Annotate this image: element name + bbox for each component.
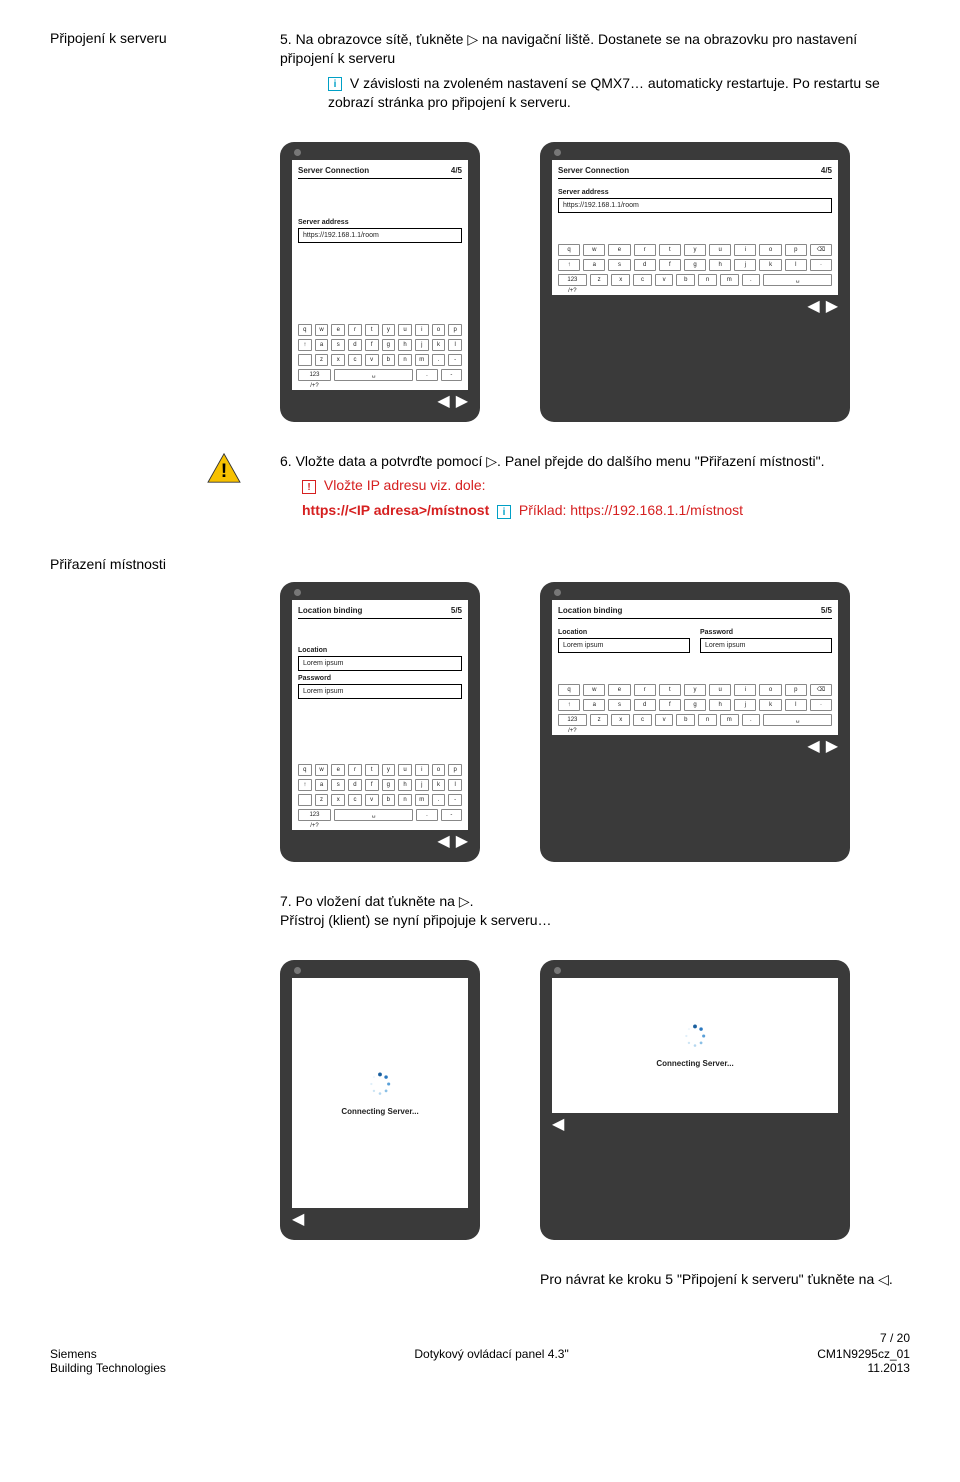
screen-step: 5/5 <box>451 606 462 615</box>
device-led-icon <box>554 967 561 974</box>
nav-prev-icon[interactable]: ◀ <box>807 739 819 755</box>
step6-warn: ! Vložte IP adresu viz. dole: <box>280 476 910 495</box>
warning-icon: ! <box>206 452 242 484</box>
step6-text: 6. Vložte data a potvrďte pomocí ▷. Pane… <box>280 452 910 471</box>
footer-right-1: CM1N9295cz_01 <box>817 1347 910 1361</box>
nav-next-icon[interactable]: ▶ <box>826 739 838 755</box>
nav-prev-icon[interactable]: ◀ <box>437 394 449 410</box>
nav-prev-icon[interactable]: ◀ <box>437 834 449 850</box>
on-screen-keyboard[interactable]: qwertyuiop⌫ ↑asdfghjkl· 123/+?zxcvbnm.␣ <box>558 238 832 289</box>
device-mock-portrait-1: Server Connection 4/5 Server address htt… <box>280 142 480 422</box>
screen-step: 4/5 <box>821 166 832 175</box>
device-led-icon <box>294 589 301 596</box>
step6-url: https://<IP adresa>/místnost <box>302 502 489 518</box>
field-label: Location <box>298 647 462 654</box>
field-label: Location <box>558 629 690 636</box>
footer-left-1: Siemens <box>50 1347 166 1361</box>
on-screen-keyboard[interactable]: qwertyuiop⌫ ↑asdfghjkl· 123/+?zxcvbnm.␣ <box>558 678 832 729</box>
step5-text: 5. Na obrazovce sítě, ťukněte ▷ na navig… <box>280 30 910 68</box>
info-icon: i <box>328 77 342 91</box>
nav-prev-icon[interactable]: ◀ <box>552 1117 564 1133</box>
device-mock-portrait-2: Location binding 5/5 Location Lorem ipsu… <box>280 582 480 862</box>
field-label: Server address <box>558 189 832 196</box>
step5-info: i V závislosti na zvoleném nastavení se … <box>280 74 910 112</box>
spinner-icon <box>367 1071 393 1097</box>
footer-left-2: Building Technologies <box>50 1361 166 1375</box>
footer-center: Dotykový ovládací panel 4.3" <box>414 1347 568 1375</box>
server-address-input[interactable]: https://192.168.1.1/room <box>558 198 832 213</box>
nav-next-icon[interactable]: ▶ <box>456 394 468 410</box>
password-input[interactable]: Lorem ipsum <box>298 684 462 699</box>
connecting-text: Connecting Server... <box>341 1107 418 1116</box>
password-input[interactable]: Lorem ipsum <box>700 638 832 653</box>
page-number: 7 / 20 <box>0 1331 960 1345</box>
step5-info-text: V závislosti na zvoleném nastavení se QM… <box>328 75 880 110</box>
screen-step: 4/5 <box>451 166 462 175</box>
device-led-icon <box>294 149 301 156</box>
screen-step: 5/5 <box>821 606 832 615</box>
step6-warn-text: Vložte IP adresu viz. dole: <box>324 477 486 493</box>
warn-icon-small: ! <box>302 480 316 494</box>
location-input[interactable]: Lorem ipsum <box>298 656 462 671</box>
device-mock-landscape-1: Server Connection 4/5 Server address htt… <box>540 142 850 422</box>
on-screen-keyboard[interactable]: qwertyuiop ↑asdfghjkl zxcvbnm.- 123/+?␣.… <box>298 758 462 824</box>
nav-next-icon[interactable]: ▶ <box>456 834 468 850</box>
screen-title: Server Connection <box>558 166 629 175</box>
device-mock-landscape-2: Location binding 5/5 Location Lorem ipsu… <box>540 582 850 862</box>
field-label: Password <box>700 629 832 636</box>
footer-right-2: 11.2013 <box>817 1361 910 1375</box>
screen-title: Location binding <box>558 606 622 615</box>
nav-prev-icon[interactable]: ◀ <box>807 299 819 315</box>
section-heading-bind: Přiřazení místnosti <box>50 556 250 572</box>
svg-text:!: ! <box>221 459 228 481</box>
nav-prev-icon[interactable]: ◀ <box>292 1212 304 1228</box>
server-address-input[interactable]: https://192.168.1.1/room <box>298 228 462 243</box>
device-mock-landscape-3: Connecting Server... ◀ <box>540 960 850 1240</box>
connecting-text: Connecting Server... <box>656 1059 733 1068</box>
info-icon: i <box>497 505 511 519</box>
screen-title: Location binding <box>298 606 362 615</box>
return-text: Pro návrat ke kroku 5 "Připojení k serve… <box>540 1270 910 1289</box>
section-heading-connect: Připojení k serveru <box>50 30 250 118</box>
field-label: Password <box>298 675 462 682</box>
device-led-icon <box>294 967 301 974</box>
location-input[interactable]: Lorem ipsum <box>558 638 690 653</box>
screen-title: Server Connection <box>298 166 369 175</box>
field-label: Server address <box>298 219 462 226</box>
page-footer: 7 / 20 Siemens Building Technologies Dot… <box>50 1325 910 1375</box>
on-screen-keyboard[interactable]: qwertyuiop ↑asdfghjkl zxcvbnm.- 123/+?␣.… <box>298 318 462 384</box>
step6-example: Příklad: https://192.168.1.1/místnost <box>519 502 743 518</box>
device-mock-portrait-3: Connecting Server... ◀ <box>280 960 480 1240</box>
device-led-icon <box>554 589 561 596</box>
step7-text: 7. Po vložení dat ťukněte na ▷. Přístroj… <box>280 892 910 930</box>
step6-line: https://<IP adresa>/místnost i Příklad: … <box>280 501 910 520</box>
spinner-icon <box>682 1023 708 1049</box>
device-led-icon <box>554 149 561 156</box>
nav-next-icon[interactable]: ▶ <box>826 299 838 315</box>
